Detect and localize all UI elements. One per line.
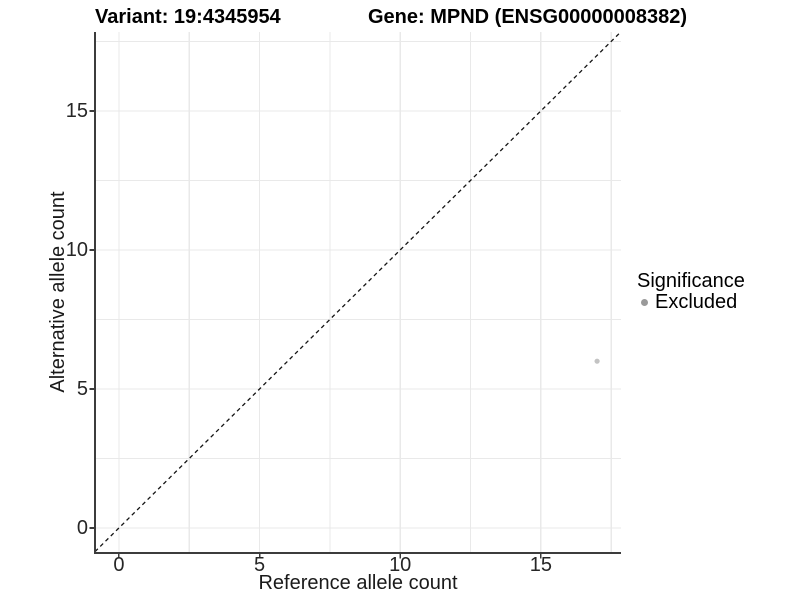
y-axis-title: Alternative allele count [47,191,69,393]
y-tick-label: 5 [76,377,88,400]
data-point[interactable] [594,358,600,364]
legend-items: Excluded [637,291,745,313]
identity-line [94,31,622,553]
variant-title: Variant: 19:4345954 [95,6,281,28]
x-tick-label: 15 [529,554,552,576]
x-tick-label: 5 [253,554,266,576]
y-tick-label: 0 [76,516,88,539]
legend-key-dot-icon [641,299,648,306]
x-tick-label: 10 [389,554,412,576]
x-tick-label: 0 [113,554,125,576]
legend: Significance Excluded [637,270,745,314]
legend-title: Significance [637,270,745,292]
x-axis-title: Reference allele count [258,572,458,594]
legend-item[interactable]: Excluded [637,291,745,313]
gene-title: Gene: MPND (ENSG00000008382) [368,6,688,28]
y-tick-label: 15 [65,99,88,122]
y-tick-label: 10 [65,238,88,261]
legend-item-label: Excluded [655,291,738,313]
